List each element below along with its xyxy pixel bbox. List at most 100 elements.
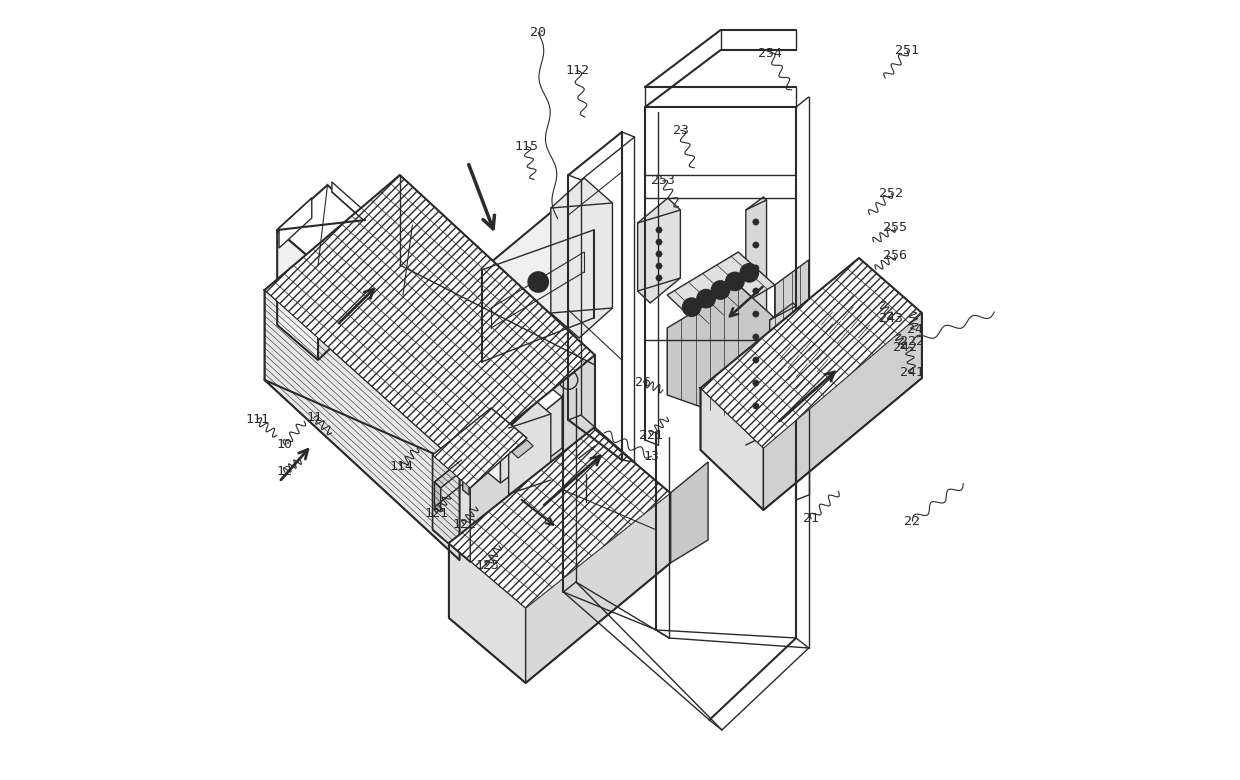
Polygon shape [848, 300, 864, 342]
Circle shape [656, 227, 662, 233]
Text: 112: 112 [565, 64, 589, 76]
Text: 20: 20 [529, 27, 546, 39]
Circle shape [697, 289, 715, 308]
Text: 252: 252 [879, 187, 904, 200]
Text: 11: 11 [306, 411, 322, 424]
Text: 254: 254 [758, 47, 781, 59]
Text: 241: 241 [900, 367, 925, 379]
Circle shape [753, 265, 759, 271]
Polygon shape [827, 317, 843, 359]
Polygon shape [701, 258, 921, 448]
Polygon shape [433, 408, 527, 488]
Circle shape [753, 334, 759, 340]
Circle shape [753, 242, 759, 248]
Polygon shape [799, 325, 815, 367]
Text: 251: 251 [895, 44, 919, 57]
Polygon shape [479, 392, 528, 433]
Polygon shape [671, 462, 708, 563]
Polygon shape [481, 203, 594, 388]
Text: 242: 242 [893, 341, 916, 353]
Text: 243: 243 [879, 312, 904, 324]
Polygon shape [366, 225, 450, 295]
Polygon shape [764, 313, 921, 510]
Polygon shape [434, 482, 440, 512]
Text: 123: 123 [475, 559, 500, 572]
Circle shape [656, 263, 662, 269]
Polygon shape [449, 543, 526, 683]
Circle shape [753, 357, 759, 363]
Circle shape [711, 281, 730, 300]
Text: 122: 122 [453, 518, 476, 530]
Circle shape [725, 272, 744, 291]
Text: 256: 256 [883, 250, 906, 262]
Polygon shape [551, 178, 613, 338]
Polygon shape [775, 260, 808, 415]
Polygon shape [777, 342, 794, 384]
Text: 115: 115 [515, 140, 538, 153]
Circle shape [582, 471, 590, 480]
Polygon shape [526, 493, 671, 683]
Polygon shape [528, 375, 563, 465]
Polygon shape [818, 308, 835, 350]
Polygon shape [856, 309, 872, 351]
Text: 12: 12 [277, 466, 293, 478]
Polygon shape [278, 230, 319, 360]
Polygon shape [319, 220, 366, 360]
Text: 24: 24 [906, 323, 923, 335]
Circle shape [753, 403, 759, 410]
Text: 22: 22 [904, 515, 920, 527]
Polygon shape [503, 355, 563, 400]
Circle shape [753, 219, 759, 225]
Text: 221: 221 [639, 429, 663, 441]
Polygon shape [264, 175, 595, 465]
Polygon shape [839, 291, 856, 333]
Polygon shape [501, 410, 528, 483]
Text: 21: 21 [804, 512, 820, 525]
Polygon shape [770, 303, 796, 397]
Polygon shape [279, 198, 311, 248]
Circle shape [656, 251, 662, 257]
Polygon shape [366, 265, 403, 365]
Polygon shape [637, 198, 681, 303]
Polygon shape [512, 440, 533, 458]
Text: 10: 10 [277, 438, 293, 451]
Polygon shape [835, 326, 852, 368]
Circle shape [656, 275, 662, 281]
Polygon shape [438, 300, 503, 355]
Polygon shape [433, 455, 470, 562]
Polygon shape [745, 197, 766, 448]
Text: 222: 222 [900, 335, 925, 348]
Polygon shape [508, 402, 551, 506]
Polygon shape [796, 338, 833, 402]
Polygon shape [449, 428, 671, 608]
Polygon shape [264, 290, 460, 560]
Polygon shape [479, 415, 501, 483]
Polygon shape [434, 460, 467, 488]
Circle shape [656, 239, 662, 245]
Text: 114: 114 [389, 460, 414, 473]
Circle shape [753, 380, 759, 386]
Polygon shape [463, 325, 503, 415]
Polygon shape [516, 405, 534, 470]
Polygon shape [278, 185, 366, 265]
Circle shape [753, 311, 759, 317]
Circle shape [682, 298, 701, 317]
Polygon shape [667, 285, 775, 420]
Polygon shape [463, 443, 497, 470]
Text: 13: 13 [644, 450, 660, 463]
Polygon shape [463, 465, 469, 495]
Polygon shape [667, 252, 775, 328]
Polygon shape [460, 355, 595, 560]
Polygon shape [794, 360, 810, 402]
Polygon shape [815, 343, 831, 385]
Polygon shape [785, 351, 802, 393]
Polygon shape [701, 388, 764, 510]
Text: 253: 253 [651, 175, 675, 187]
Polygon shape [332, 182, 363, 220]
Text: 255: 255 [883, 222, 906, 234]
Polygon shape [534, 397, 562, 470]
Text: 111: 111 [246, 413, 269, 426]
Text: 121: 121 [424, 507, 449, 519]
Polygon shape [806, 334, 822, 376]
Circle shape [528, 272, 548, 292]
